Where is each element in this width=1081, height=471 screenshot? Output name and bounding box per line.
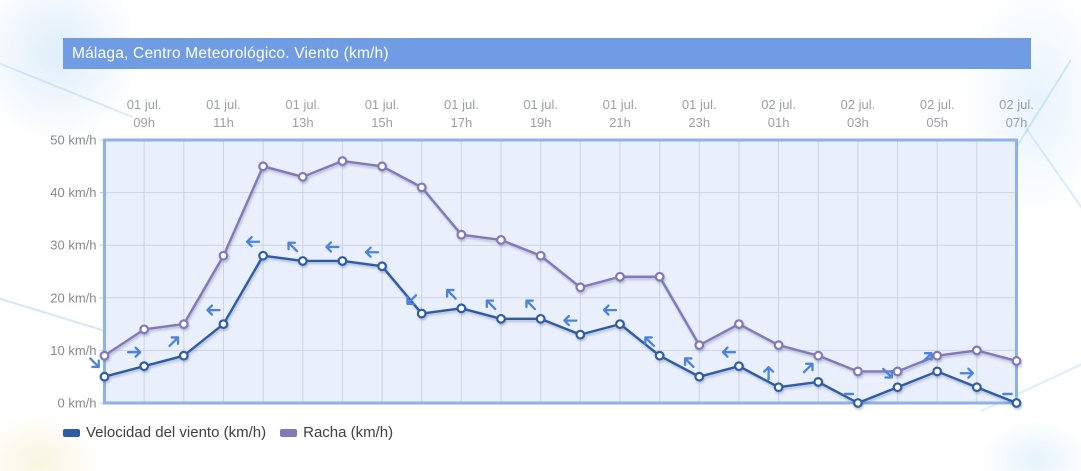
- svg-text:01 jul.: 01 jul.: [682, 97, 717, 112]
- velocidad-label: Velocidad del viento (km/h): [86, 424, 267, 441]
- svg-text:21h: 21h: [609, 115, 631, 130]
- svg-text:05h: 05h: [926, 115, 948, 130]
- svg-text:09h: 09h: [133, 115, 155, 130]
- svg-text:17h: 17h: [451, 115, 473, 130]
- svg-text:40 km/h: 40 km/h: [50, 185, 96, 200]
- legend-item-racha: Racha (km/h): [280, 424, 393, 441]
- chart-legend: Velocidad del viento (km/h) Racha (km/h): [63, 424, 393, 441]
- svg-text:02 jul.: 02 jul.: [920, 97, 955, 112]
- chart-title: Málaga, Centro Meteorológico. Viento (km…: [72, 44, 389, 62]
- svg-text:19h: 19h: [530, 115, 552, 130]
- racha-swatch: [280, 428, 298, 437]
- svg-text:02 jul.: 02 jul.: [841, 97, 876, 112]
- svg-text:02 jul.: 02 jul.: [761, 97, 796, 112]
- svg-text:03h: 03h: [847, 115, 869, 130]
- svg-text:20 km/h: 20 km/h: [50, 290, 96, 305]
- svg-text:07h: 07h: [1006, 115, 1028, 130]
- svg-text:01 jul.: 01 jul.: [444, 97, 479, 112]
- svg-text:01 jul.: 01 jul.: [127, 97, 162, 112]
- chart-title-bar: Málaga, Centro Meteorológico. Viento (km…: [63, 38, 1031, 69]
- velocidad-swatch: [63, 428, 80, 437]
- svg-text:13h: 13h: [292, 115, 314, 130]
- svg-text:01 jul.: 01 jul.: [603, 97, 638, 112]
- svg-text:30 km/h: 30 km/h: [50, 238, 96, 253]
- racha-label: Racha (km/h): [303, 424, 394, 441]
- svg-text:01h: 01h: [768, 115, 790, 130]
- svg-text:02 jul.: 02 jul.: [999, 97, 1034, 112]
- svg-text:01 jul.: 01 jul.: [206, 97, 241, 112]
- svg-text:10 km/h: 10 km/h: [50, 343, 96, 358]
- legend-item-velocidad: Velocidad del viento (km/h): [63, 424, 266, 441]
- svg-text:01 jul.: 01 jul.: [285, 97, 320, 112]
- svg-text:01 jul.: 01 jul.: [365, 97, 400, 112]
- svg-text:01 jul.: 01 jul.: [523, 97, 558, 112]
- svg-text:23h: 23h: [688, 115, 710, 130]
- svg-text:0 km/h: 0 km/h: [57, 396, 96, 411]
- svg-text:15h: 15h: [371, 115, 393, 130]
- svg-text:11h: 11h: [213, 115, 234, 130]
- svg-text:50 km/h: 50 km/h: [50, 133, 96, 148]
